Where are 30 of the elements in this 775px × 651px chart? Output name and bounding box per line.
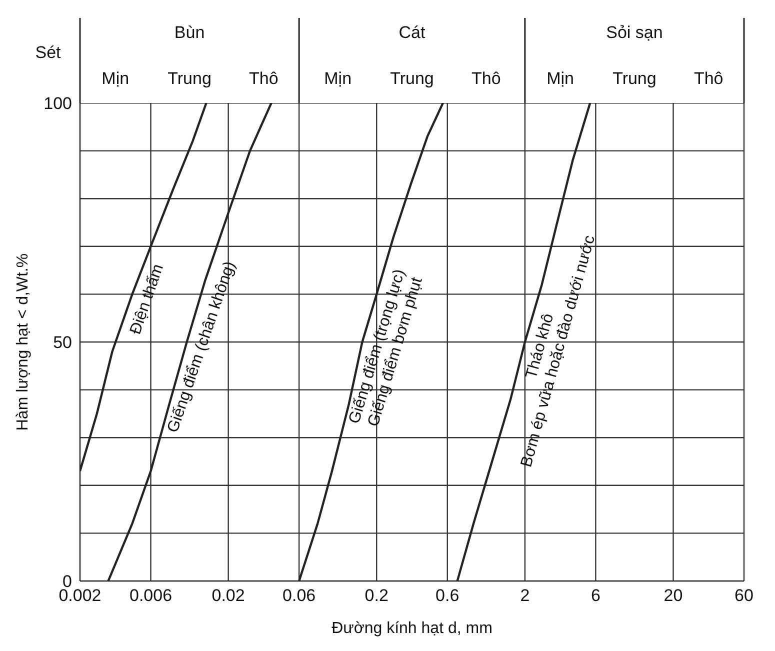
text: Mịn: [546, 69, 574, 88]
text: Thô: [472, 69, 501, 88]
text: Điện thấm: [127, 262, 167, 337]
text: Cát: [398, 23, 426, 42]
x-tick-label: 0.002: [58, 586, 102, 606]
text: Tháo khô Bơm ép vữa hoặc đào dưới nước: [518, 234, 599, 470]
text: Thô: [694, 69, 724, 88]
x-tick-label: 0.6: [436, 586, 460, 606]
text: Trung: [390, 69, 434, 88]
x-tick-label: 60: [734, 586, 754, 606]
text: Sét: [35, 43, 62, 62]
text: Bùn: [174, 23, 205, 42]
text: Mịn: [102, 69, 130, 88]
x-axis-title: Đường kính hạt d, mm: [332, 620, 492, 637]
text: Mịn: [324, 69, 352, 88]
y-tick-label: 50: [53, 333, 72, 352]
text: Sỏi sạn: [606, 23, 663, 42]
x-tick-label: 0.2: [364, 586, 388, 606]
x-tick-label: 20: [664, 586, 683, 606]
y-axis-title: Hàm lượng hạt < d,Wt.%: [14, 253, 32, 431]
x-tick-label: 6: [590, 586, 600, 606]
y-tick-label: 100: [44, 94, 72, 114]
text: Trung: [168, 69, 212, 88]
x-tick-label: 2: [520, 586, 530, 606]
text: Trung: [612, 69, 656, 88]
x-tick-label: 0.006: [129, 586, 172, 606]
text: Thô: [249, 69, 278, 88]
x-tick-label: 0.06: [282, 586, 316, 606]
text: Giếng điểm (trọng lực) Giếng điểm bơm phụt: [346, 267, 426, 428]
x-tick-label: 0.02: [212, 586, 245, 606]
